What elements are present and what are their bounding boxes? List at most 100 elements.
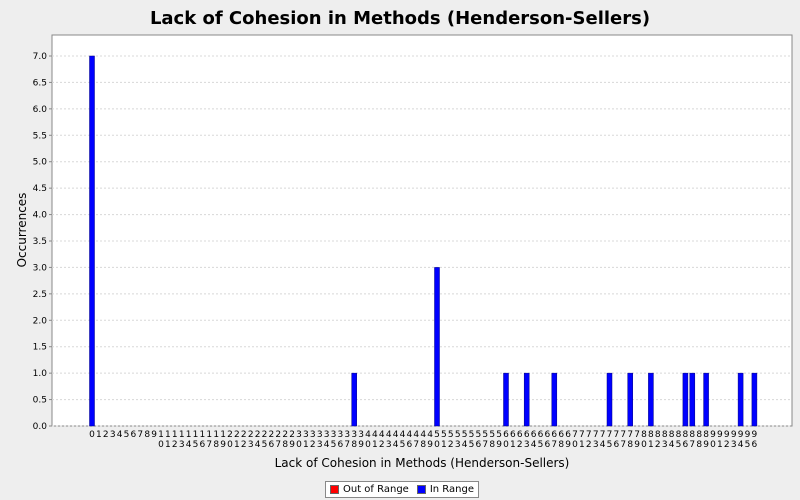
bar xyxy=(503,372,509,427)
x-tick-label: 2 xyxy=(234,430,240,440)
x-tick-label-second-line: 5 xyxy=(331,440,337,450)
x-tick-label-second-line: 9 xyxy=(358,440,364,450)
x-tick-label: 3 xyxy=(344,430,350,440)
x-axis-ticks: 0 1 2 3 4 5 6 7 8 9 101112131415161718192021222324… xyxy=(89,430,757,450)
x-tick-label: 0 xyxy=(89,430,95,440)
x-tick-label: 9 xyxy=(710,430,716,440)
x-tick-label: 2 xyxy=(282,430,288,440)
x-tick-label: 9 xyxy=(752,430,758,440)
x-tick-label: 1 xyxy=(96,430,102,440)
x-tick-label-second-line: 1 xyxy=(165,440,171,450)
bar xyxy=(89,55,95,427)
y-axis-ticks: 0.0 0.5 1.0 1.5 2.0 2.5 3.0 3.5 4.0 4.5 5.0 5.5 6.0 6… xyxy=(33,52,52,432)
x-tick-label: 2 xyxy=(262,430,268,440)
x-tick-label: 3 xyxy=(351,430,357,440)
x-tick-label-second-line: 6 xyxy=(683,440,689,450)
legend-label-out-of-range: Out of Range xyxy=(343,484,409,495)
x-tick-label: 5 xyxy=(441,430,447,440)
x-tick-label-second-line: 0 xyxy=(296,440,302,450)
x-tick-label-second-line: 8 xyxy=(282,440,288,450)
x-tick-label-second-line: 4 xyxy=(324,440,330,450)
x-tick-label: 2 xyxy=(269,430,275,440)
x-tick-label: 7 xyxy=(607,430,613,440)
y-tick-label: 2.5 xyxy=(33,290,47,300)
x-tick-label-second-line: 2 xyxy=(172,440,178,450)
bar xyxy=(703,372,709,427)
x-tick-label-second-line: 4 xyxy=(462,440,468,450)
x-tick-label: 8 xyxy=(641,430,647,440)
x-tick-label-second-line: 8 xyxy=(420,440,426,450)
x-tick-label: 7 xyxy=(593,430,599,440)
x-tick-label: 5 xyxy=(455,430,461,440)
plot-area xyxy=(51,34,793,427)
x-tick-label: 4 xyxy=(379,430,385,440)
x-tick-label: 9 xyxy=(717,430,723,440)
bar xyxy=(551,372,558,427)
x-tick-label: 8 xyxy=(662,430,668,440)
x-tick-label-second-line: 4 xyxy=(531,440,537,450)
x-tick-label-second-line: 2 xyxy=(724,440,730,450)
x-tick-label-second-line: 9 xyxy=(496,440,502,450)
x-tick-label-second-line: 5 xyxy=(538,440,544,450)
x-tick-label-second-line: 1 xyxy=(579,440,585,450)
x-tick-label-second-line: 5 xyxy=(400,440,406,450)
x-tick-label: 3 xyxy=(324,430,330,440)
x-tick-label-second-line: 4 xyxy=(600,440,606,450)
x-tick-label-second-line: 3 xyxy=(593,440,599,450)
grid-lines xyxy=(52,55,792,427)
bar xyxy=(523,372,530,427)
legend-swatch-red xyxy=(330,485,339,494)
x-tick-label-second-line: 8 xyxy=(627,440,633,450)
x-tick-label-second-line: 6 xyxy=(407,440,413,450)
bar xyxy=(682,372,689,427)
x-tick-label: 1 xyxy=(193,430,199,440)
x-tick-label-second-line: 2 xyxy=(379,440,385,450)
x-tick-label: 8 xyxy=(144,430,150,440)
x-tick-label: 2 xyxy=(289,430,295,440)
x-tick-label: 3 xyxy=(110,430,116,440)
y-tick-label: 4.5 xyxy=(33,184,47,194)
x-tick-label-second-line: 8 xyxy=(213,440,219,450)
x-tick-label: 4 xyxy=(372,430,378,440)
x-tick-label-second-line: 1 xyxy=(234,440,240,450)
x-tick-label: 2 xyxy=(248,430,254,440)
legend: Out of Range In Range xyxy=(325,481,479,498)
bar xyxy=(434,267,440,427)
y-axis-title: Occurrences xyxy=(15,193,29,268)
x-tick-label: 3 xyxy=(303,430,309,440)
x-tick-label-second-line: 9 xyxy=(220,440,226,450)
x-tick-label: 6 xyxy=(131,430,137,440)
chart-title: Lack of Cohesion in Methods (Henderson-S… xyxy=(149,8,651,29)
x-tick-label: 9 xyxy=(724,430,730,440)
x-tick-label: 9 xyxy=(151,430,157,440)
x-tick-label: 2 xyxy=(103,430,109,440)
x-tick-label: 8 xyxy=(669,430,675,440)
x-tick-label: 4 xyxy=(407,430,413,440)
x-tick-label: 8 xyxy=(676,430,682,440)
x-tick-label-second-line: 4 xyxy=(738,440,744,450)
x-tick-label-second-line: 9 xyxy=(565,440,571,450)
x-tick-label: 5 xyxy=(496,430,502,440)
x-tick-label-second-line: 1 xyxy=(648,440,654,450)
y-tick-label: 4.0 xyxy=(33,211,48,221)
x-tick-label-second-line: 0 xyxy=(572,440,578,450)
x-tick-label: 5 xyxy=(469,430,475,440)
x-tick-label-second-line: 8 xyxy=(696,440,702,450)
x-tick-label: 5 xyxy=(124,430,130,440)
y-tick-label: 1.0 xyxy=(33,369,48,379)
bar xyxy=(627,372,633,427)
x-tick-label: 5 xyxy=(489,430,495,440)
x-tick-label: 6 xyxy=(517,430,523,440)
x-tick-label: 7 xyxy=(586,430,592,440)
x-tick-label-second-line: 0 xyxy=(503,440,509,450)
y-tick-label: 0.0 xyxy=(33,422,48,432)
x-tick-label: 9 xyxy=(745,430,751,440)
x-tick-label-second-line: 6 xyxy=(338,440,344,450)
x-tick-label-second-line: 4 xyxy=(393,440,399,450)
x-tick-label: 5 xyxy=(434,430,440,440)
x-tick-label: 1 xyxy=(158,430,164,440)
x-tick-label-second-line: 3 xyxy=(317,440,323,450)
x-tick-label-second-line: 6 xyxy=(476,440,482,450)
x-tick-label: 8 xyxy=(683,430,689,440)
